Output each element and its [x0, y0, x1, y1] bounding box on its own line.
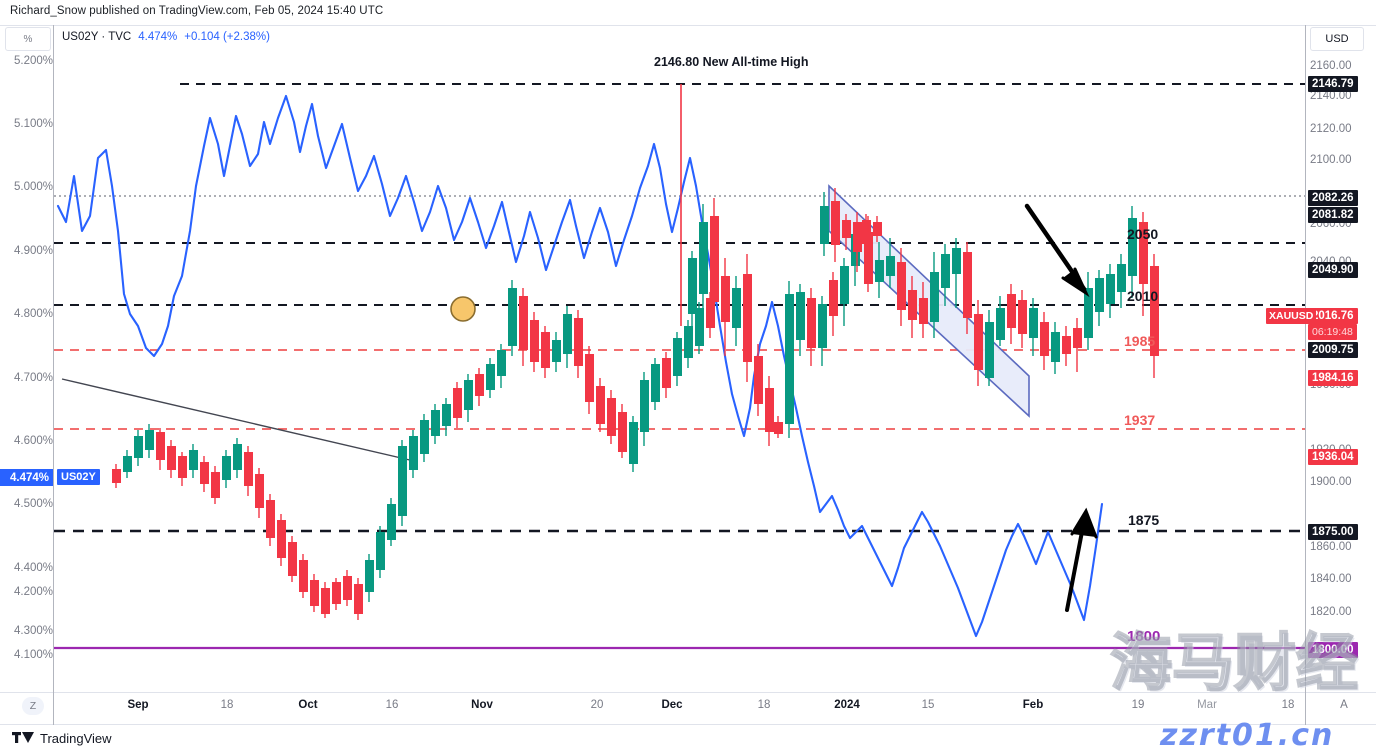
highlight-marker-circle [450, 296, 476, 322]
annotation-level-2010: 2010 [1127, 288, 1159, 304]
time-tick-feb: Feb [1022, 699, 1044, 711]
us02y-trendline [61, 378, 415, 462]
bearish-arrow-icon [1024, 203, 1090, 298]
us02y-series-tag[interactable]: US02Y [57, 469, 100, 485]
right-tick-1860: 1860.00 [1310, 541, 1352, 553]
left-axis-separator [53, 25, 54, 725]
annotation-level-1800: 1800 [1127, 628, 1161, 645]
left-tick-8: 4.400% [13, 562, 53, 574]
time-tick-18a: 18 [220, 699, 234, 711]
time-tick-18c: 18 [1281, 699, 1295, 711]
candlestick-series [112, 84, 1159, 620]
right-pill-2049: 2049.90 [1308, 262, 1358, 278]
time-tick-nov: Nov [471, 699, 493, 711]
xauusd-symbol-tag[interactable]: XAUUSD [1266, 308, 1317, 324]
frame-top-divider [0, 25, 1376, 26]
annotation-all-time-high: 2146.80 New All-time High [654, 55, 809, 69]
time-tick-18b: 18 [757, 699, 771, 711]
left-tick-6: 4.600% [13, 435, 53, 447]
legend-symbol[interactable]: US02Y · TVC [62, 31, 132, 43]
chart-legend[interactable]: US02Y · TVC 4.474% +0.104 (+2.38%) [62, 31, 270, 43]
right-pill-countdown: 06:19:48 [1308, 324, 1357, 340]
right-pill-1875: 1875.00 [1308, 524, 1358, 540]
time-tick-dec: Dec [661, 699, 683, 711]
tradingview-footer[interactable]: TradingView [12, 731, 112, 746]
right-pill-1800: 1800.00 [1308, 642, 1358, 658]
left-tick-3: 4.900% [13, 245, 53, 257]
candle-group-1 [112, 280, 715, 620]
candle-group-4 [1084, 206, 1159, 378]
annotation-level-1985: 1985 [1124, 333, 1156, 349]
left-tick-4: 4.800% [13, 308, 53, 320]
left-unit-button[interactable]: % [5, 27, 51, 51]
tradingview-logo-icon [12, 731, 34, 743]
annotation-level-1875: 1875 [1128, 512, 1160, 528]
watermark-url: zzrt01.cn [1160, 718, 1335, 753]
left-axis-current-price-pill: 4.474% [0, 469, 53, 486]
chart-canvas [54, 83, 1305, 650]
right-tick-1820: 1820.00 [1310, 606, 1352, 618]
plot-area[interactable] [54, 26, 1305, 692]
right-pill-2082: 2082.26 [1308, 190, 1358, 206]
right-pill-2146: 2146.79 [1308, 76, 1358, 92]
left-tick-2: 5.000% [13, 181, 53, 193]
time-tick-a: A [1340, 699, 1348, 711]
right-tick-2100: 2100.00 [1310, 154, 1352, 166]
right-pill-1984: 1984.16 [1308, 370, 1358, 386]
publisher-line: Richard_Snow published on TradingView.co… [10, 5, 384, 17]
right-pill-1936: 1936.04 [1308, 449, 1358, 465]
timezone-badge[interactable]: Z [22, 697, 44, 715]
watermark-chinese: 海马财经 [1109, 625, 1359, 700]
left-tick-7: 4.500% [13, 498, 53, 510]
time-axis[interactable]: Z Sep 18 Oct 16 Nov 20 Dec 18 2024 15 Fe… [0, 693, 1376, 724]
time-tick-sep: Sep [127, 699, 149, 711]
time-tick-16: 16 [385, 699, 399, 711]
legend-change-value: +0.104 (+2.38%) [184, 31, 270, 43]
right-axis-separator [1305, 25, 1306, 725]
annotation-level-2050: 2050 [1127, 226, 1159, 242]
left-tick-10: 4.200% [13, 586, 53, 598]
time-tick-mar: Mar [1197, 699, 1217, 711]
time-tick-19: 19 [1131, 699, 1145, 711]
right-tick-2140: 2140.00 [1310, 90, 1352, 102]
right-unit-button[interactable]: USD [1310, 27, 1364, 51]
candle-group-2 [688, 198, 882, 446]
right-tick-1840: 1840.00 [1310, 573, 1352, 585]
right-tick-2160: 2160.00 [1310, 60, 1352, 72]
right-pill-2016: 2016.76 [1308, 308, 1358, 324]
legend-last-value: 4.474% [138, 31, 178, 43]
annotation-level-1937: 1937 [1124, 412, 1156, 428]
us02y-line [56, 94, 1104, 638]
time-tick-15: 15 [921, 699, 935, 711]
left-price-axis[interactable]: 5.200% 5.100% 5.000% 4.900% 4.800% 4.700… [0, 26, 53, 692]
bullish-arrow-icon [1065, 507, 1098, 612]
candle-group-3 [820, 188, 1082, 386]
right-pill-2009: 2009.75 [1308, 342, 1358, 358]
frame-bottom-divider [0, 692, 1376, 693]
left-tick-11: 4.100% [13, 649, 53, 661]
right-price-axis[interactable]: 2160.00 2140.00 2120.00 2100.00 2060.00 … [1306, 26, 1376, 692]
tradingview-brand-label: TradingView [40, 731, 112, 746]
time-tick-oct: Oct [298, 699, 318, 711]
time-tick-20: 20 [590, 699, 604, 711]
frame-footer-divider [0, 724, 1376, 725]
time-tick-2024: 2024 [834, 699, 860, 711]
right-pill-2081: 2081.82 [1308, 207, 1358, 223]
left-tick-5: 4.700% [13, 372, 53, 384]
right-tick-1900: 1900.00 [1310, 476, 1352, 488]
right-tick-2120: 2120.00 [1310, 123, 1352, 135]
left-tick-1: 5.100% [13, 118, 53, 130]
descending-channel-fill [829, 186, 1029, 416]
left-tick-9: 4.300% [13, 625, 53, 637]
left-tick-0: 5.200% [13, 55, 53, 67]
